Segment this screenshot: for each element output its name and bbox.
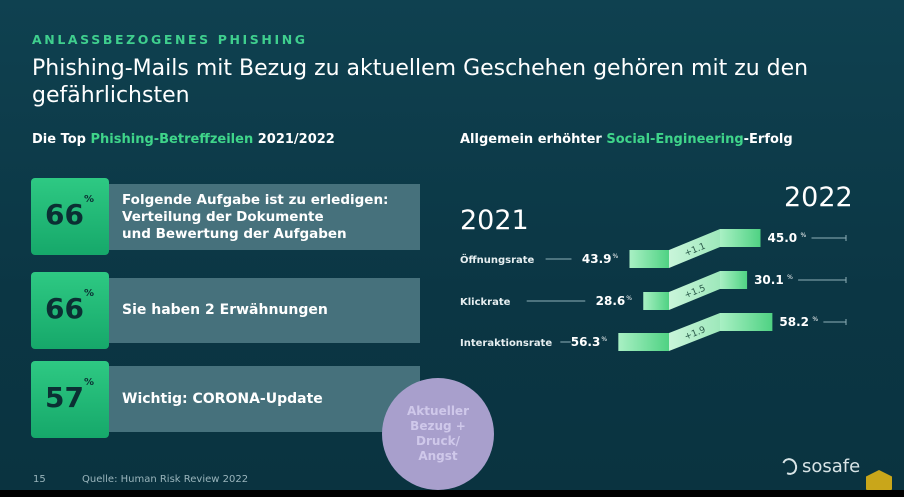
subject-line: Sie haben 2 Erwähnungen — [122, 302, 328, 318]
subject-line: Wichtig: CORONA-Update — [122, 390, 323, 407]
source-note: Quelle: Human Risk Review 2022 — [82, 474, 249, 485]
circle-line: Aktueller — [407, 404, 469, 418]
unit-label: % — [812, 316, 818, 323]
percent-box: 66% — [31, 272, 109, 349]
unit-label: % — [612, 253, 618, 260]
slope-connector — [669, 229, 720, 268]
right-heading-pre: Allgemein erhöhter — [460, 132, 607, 147]
series-label: Interaktionsrate — [460, 338, 552, 349]
value-2022: 45.0 — [768, 231, 798, 245]
value-2021: 56.3 — [571, 335, 601, 349]
series-label: Klickrate — [460, 297, 511, 308]
bar-2022 — [720, 313, 773, 331]
right-heading-highlight: Social-Engineering — [606, 132, 744, 147]
percent-box: 57% — [31, 361, 109, 438]
circle-line: Bezug + — [410, 419, 466, 433]
subject-line: Verteilung der Dokumente — [122, 208, 324, 225]
right-heading-post: -Erfolg — [743, 132, 793, 147]
percent-value: 66 — [45, 198, 84, 231]
year-label-2021: 2021 — [460, 205, 529, 236]
percent-unit: % — [83, 288, 94, 299]
subject-line: Folgende Aufgabe ist zu erledigen: — [122, 191, 389, 208]
value-2022: 30.1 — [754, 273, 784, 287]
slope-connector — [669, 271, 720, 310]
callout-circle: Aktueller Bezug + Druck/Angst — [382, 378, 494, 490]
unit-label: % — [601, 336, 607, 343]
left-heading-highlight: Phishing-Betreffzeilen — [90, 132, 254, 147]
value-2022: 58.2 — [779, 315, 809, 329]
percent-unit: % — [83, 194, 94, 205]
bar-2021 — [643, 292, 669, 310]
page-title: Phishing-Mails mit Bezug zu aktuellem Ge… — [32, 56, 809, 108]
sosafe-logo: sosafe — [779, 455, 861, 478]
hexagon-badge-icon — [866, 470, 892, 490]
logo-text: sosafe — [802, 456, 861, 477]
subject-bar: Wichtig: CORONA-Update — [108, 366, 420, 432]
unit-label: % — [801, 232, 807, 239]
kicker: ANLASSBEZOGENES PHISHING — [32, 32, 308, 47]
left-heading: Die Top Phishing-Betreffzeilen 2021/2022 — [32, 132, 335, 147]
logo-ring-icon — [779, 455, 800, 478]
subject-bar: Folgende Aufgabe ist zu erledigen: Vertei… — [108, 184, 420, 250]
left-heading-post: 2021/2022 — [253, 132, 335, 147]
bar-2022 — [720, 271, 748, 289]
circle-line: Angst — [418, 449, 458, 463]
bar-2021 — [629, 250, 669, 268]
circle-line: Druck/ — [416, 434, 460, 448]
value-2021: 28.6 — [596, 294, 626, 308]
bar-2022 — [720, 229, 761, 247]
unit-label: % — [787, 274, 793, 281]
percent-value: 66 — [45, 292, 84, 325]
left-heading-pre: Die Top — [32, 132, 91, 147]
value-2021: 43.9 — [582, 252, 612, 266]
bar-2021 — [618, 333, 669, 351]
unit-label: % — [626, 295, 632, 302]
slope-connector — [669, 313, 720, 351]
percent-value: 57 — [45, 381, 84, 414]
right-heading: Allgemein erhöhter Social-Engineering-Er… — [460, 132, 793, 147]
series-label: Öffnungsrate — [460, 252, 535, 266]
page-number: 15 — [33, 474, 46, 485]
subject-bar: Sie haben 2 Erwähnungen — [108, 278, 420, 343]
percent-unit: % — [83, 377, 94, 388]
percent-box: 66% — [31, 178, 109, 255]
subject-line: und Bewertung der Aufgaben — [122, 225, 347, 242]
year-label-2022: 2022 — [784, 182, 853, 213]
